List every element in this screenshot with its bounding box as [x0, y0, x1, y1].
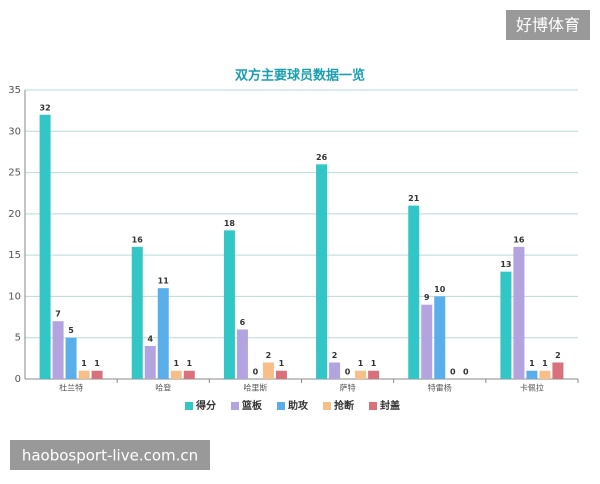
bar — [355, 370, 367, 379]
bar — [368, 370, 380, 379]
value-label: 10 — [434, 285, 446, 294]
legend-label: 封盖 — [380, 399, 400, 412]
brand: 好博体育 — [516, 16, 580, 35]
legend-swatch — [185, 402, 193, 410]
y-tick-label: 10 — [8, 291, 21, 302]
value-label: 0 — [253, 368, 259, 377]
value-label: 16 — [513, 235, 525, 244]
y-tick-label: 30 — [8, 126, 21, 137]
legend-label: 篮板 — [241, 399, 263, 412]
bar — [183, 370, 195, 379]
value-label: 1 — [529, 359, 535, 368]
bar — [157, 288, 169, 379]
y-tick-label: 25 — [8, 168, 21, 179]
y-tick-label: 15 — [8, 250, 21, 261]
legend-label: 得分 — [195, 399, 216, 412]
bar — [526, 370, 538, 379]
bar — [552, 362, 564, 379]
legend-label: 抢断 — [334, 399, 354, 412]
legend-swatch — [369, 402, 377, 410]
value-label: 1 — [173, 359, 179, 368]
bar — [275, 370, 287, 379]
bar — [78, 370, 90, 379]
bar — [513, 246, 525, 379]
value-label: 1 — [358, 359, 364, 368]
value-label: 5 — [68, 326, 74, 335]
bar — [65, 337, 77, 379]
x-tick-label: 哈登 — [155, 383, 171, 393]
value-label: 0 — [450, 368, 456, 377]
bar — [421, 304, 433, 379]
bar — [316, 164, 328, 379]
bar — [170, 370, 182, 379]
value-label: 32 — [40, 103, 51, 112]
value-label: 0 — [345, 368, 351, 377]
value-label: 16 — [132, 235, 144, 244]
bar — [408, 205, 420, 379]
value-label: 2 — [555, 351, 561, 360]
x-tick-label: 卡佩拉 — [520, 383, 544, 393]
bar — [500, 271, 512, 379]
bar — [539, 370, 551, 379]
value-label: 7 — [55, 310, 61, 319]
y-tick-label: 5 — [15, 333, 21, 344]
value-label: 1 — [279, 359, 285, 368]
value-label: 4 — [147, 334, 153, 343]
value-label: 13 — [500, 260, 511, 269]
value-label: 26 — [316, 153, 328, 162]
bar — [52, 321, 64, 379]
value-label: 18 — [224, 219, 236, 228]
legend-label: 助攻 — [288, 399, 309, 412]
bar — [236, 329, 248, 379]
value-label: 21 — [408, 194, 420, 203]
site-box — [10, 440, 210, 470]
x-tick-label: 萨特 — [340, 383, 356, 393]
y-tick-label: 20 — [8, 209, 21, 220]
chart-title: 双方主要球员数据一览 — [235, 68, 365, 84]
brand-box — [506, 10, 590, 40]
value-label: 1 — [371, 359, 377, 368]
x-tick-label: 特雷杨 — [428, 383, 452, 393]
bar — [262, 362, 274, 379]
x-tick-label: 哈里斯 — [243, 383, 267, 393]
value-label: 1 — [186, 359, 192, 368]
value-label: 11 — [158, 277, 170, 286]
bar — [329, 362, 341, 379]
bar — [223, 230, 235, 379]
legend-swatch — [231, 402, 239, 410]
y-tick-label: 35 — [8, 85, 21, 96]
legend-swatch — [323, 402, 331, 410]
bar — [131, 246, 143, 379]
value-label: 0 — [463, 368, 469, 377]
value-label: 9 — [424, 293, 430, 302]
bar — [39, 114, 51, 380]
value-label: 1 — [542, 359, 548, 368]
site: haobosport-live.com.cn — [22, 447, 198, 465]
bar — [434, 296, 446, 379]
bar — [91, 370, 103, 379]
value-label: 1 — [94, 359, 100, 368]
value-label: 1 — [81, 359, 87, 368]
bar — [144, 345, 156, 379]
y-tick-label: 0 — [15, 374, 21, 385]
legend-swatch — [277, 402, 285, 410]
x-tick-label: 杜兰特 — [59, 383, 83, 393]
value-label: 2 — [266, 351, 272, 360]
value-label: 2 — [332, 351, 338, 360]
value-label: 6 — [240, 318, 246, 327]
